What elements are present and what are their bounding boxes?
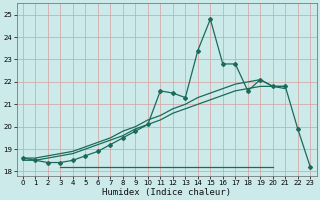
X-axis label: Humidex (Indice chaleur): Humidex (Indice chaleur) (102, 188, 231, 197)
